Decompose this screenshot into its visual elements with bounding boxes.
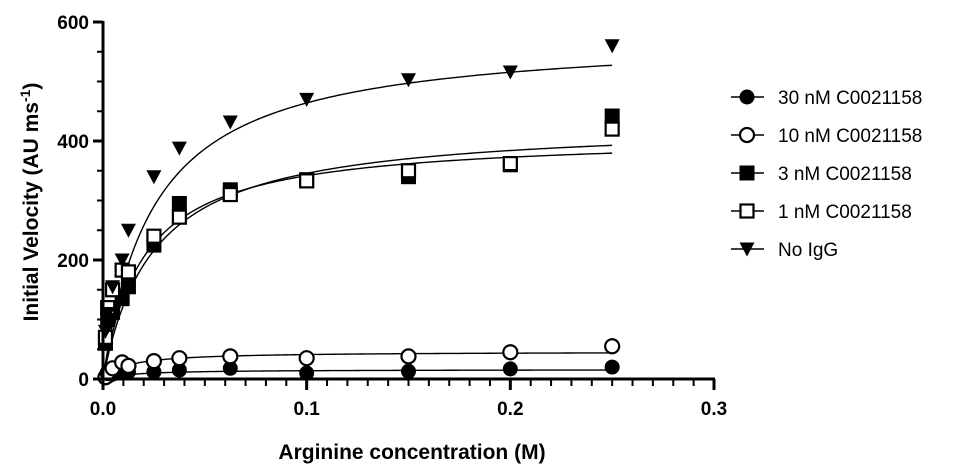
data-point — [604, 108, 620, 124]
x-tick-label: 0.2 — [497, 399, 523, 420]
data-point — [171, 362, 187, 378]
x-axis-title: Arginine concentration (M) — [278, 441, 545, 464]
data-point — [146, 170, 162, 185]
fit-curve — [103, 64, 613, 373]
fit-curve — [103, 152, 613, 374]
y-axis-title-superscript: -1 — [17, 89, 33, 102]
data-point — [222, 186, 238, 203]
data-point — [222, 360, 238, 376]
x-tick-label: 0.3 — [701, 399, 727, 420]
data-point — [502, 156, 518, 172]
legend-item: No IgG — [731, 240, 838, 261]
data-point — [171, 209, 187, 225]
data-point — [400, 348, 417, 365]
data-point — [299, 173, 315, 189]
data-point — [604, 359, 620, 375]
y-tick-label: 600 — [57, 13, 89, 34]
legend-marker — [739, 203, 755, 219]
x-ticks: 0.0 0.1 0.2 0.3 — [90, 379, 727, 420]
y-tick-label: 400 — [57, 132, 89, 153]
y-axis: 0 200 400 600 — [57, 13, 105, 391]
legend-item: 10 nM C0021158 — [731, 126, 922, 147]
y-axis-title: Initial Velocity (AU ms-1) — [17, 83, 43, 322]
data-point — [120, 264, 137, 280]
x-tick-label: 0.1 — [293, 399, 320, 420]
data-point — [299, 365, 315, 381]
data-point — [401, 73, 416, 88]
data-point — [222, 348, 239, 365]
y-axis-title-main: Initial Velocity (AU ms — [20, 102, 43, 321]
data-point — [171, 195, 187, 211]
legend-marker — [739, 242, 755, 257]
data-point — [120, 223, 136, 238]
data-point — [145, 353, 163, 370]
legend-item: 1 nM C0021158 — [731, 202, 912, 223]
data-point — [105, 280, 121, 295]
legend-label: 1 nM C0021158 — [778, 202, 912, 223]
legend-marker — [739, 165, 755, 181]
plot-area — [97, 39, 621, 386]
x-axis: 0.0 0.1 0.2 0.3 — [90, 377, 727, 420]
legend-item: 30 nM C0021158 — [731, 88, 922, 109]
data-point — [299, 92, 315, 107]
data-point — [114, 253, 130, 268]
legend-label: 30 nM C0021158 — [778, 88, 922, 109]
y-tick-label: 200 — [57, 251, 89, 272]
data-point — [120, 279, 136, 295]
data-point — [502, 344, 519, 361]
data-point — [502, 361, 518, 377]
data-point — [604, 39, 620, 54]
legend-label: 10 nM C0021158 — [778, 126, 922, 147]
legend-label: 3 nM C0021158 — [778, 164, 912, 185]
y-tick-label: 0 — [78, 370, 89, 391]
legend: 30 nM C0021158 10 nM C0021158 3 nM C002115… — [731, 88, 922, 261]
data-point — [222, 115, 238, 130]
data-point — [146, 228, 162, 244]
data-point — [401, 363, 416, 379]
data-point — [298, 350, 315, 367]
fit-curve — [103, 144, 613, 375]
data-point — [171, 350, 188, 367]
x-tick-label: 0.0 — [90, 399, 116, 420]
data-point — [400, 163, 417, 179]
data-point — [604, 121, 620, 137]
data-point — [171, 141, 187, 156]
y-ticks: 0 200 400 600 — [57, 13, 103, 391]
data-point — [502, 65, 518, 80]
y-axis-title-close: ) — [20, 83, 43, 90]
legend-marker — [738, 126, 756, 144]
legend-item: 3 nM C0021158 — [731, 164, 912, 185]
data-point — [120, 357, 137, 375]
legend-marker — [739, 89, 755, 105]
legend-label: No IgG — [778, 240, 838, 261]
data-point — [604, 338, 621, 355]
